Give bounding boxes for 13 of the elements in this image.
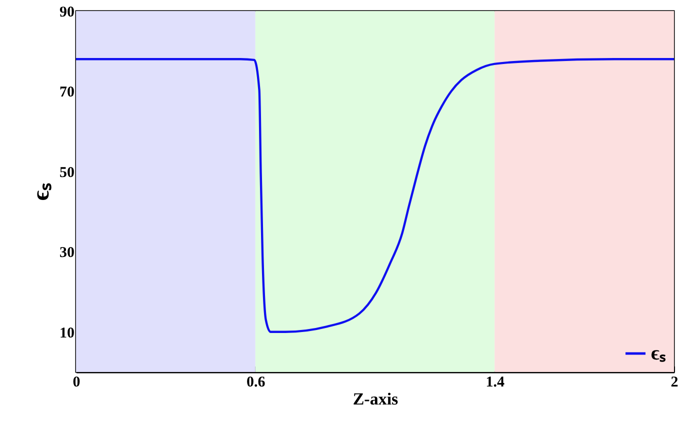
x-tick-label: 0.6 [246, 374, 266, 390]
legend-label: ϵₛ [651, 342, 666, 364]
y-tick-label: 10 [60, 325, 74, 342]
y-tick-label: 70 [60, 84, 74, 101]
y-axis-title: ϵₛ [28, 182, 54, 201]
x-tick-label: 1.4 [486, 374, 505, 390]
y-tick-label: 90 [60, 4, 74, 20]
x-tick-label: 0 [72, 374, 80, 390]
x-tick-label: 2 [670, 374, 678, 390]
x-axis-title: Z-axis [352, 390, 399, 408]
y-tick-label: 30 [60, 245, 74, 262]
line-series [76, 58, 674, 333]
y-tick-label: 50 [60, 164, 74, 181]
